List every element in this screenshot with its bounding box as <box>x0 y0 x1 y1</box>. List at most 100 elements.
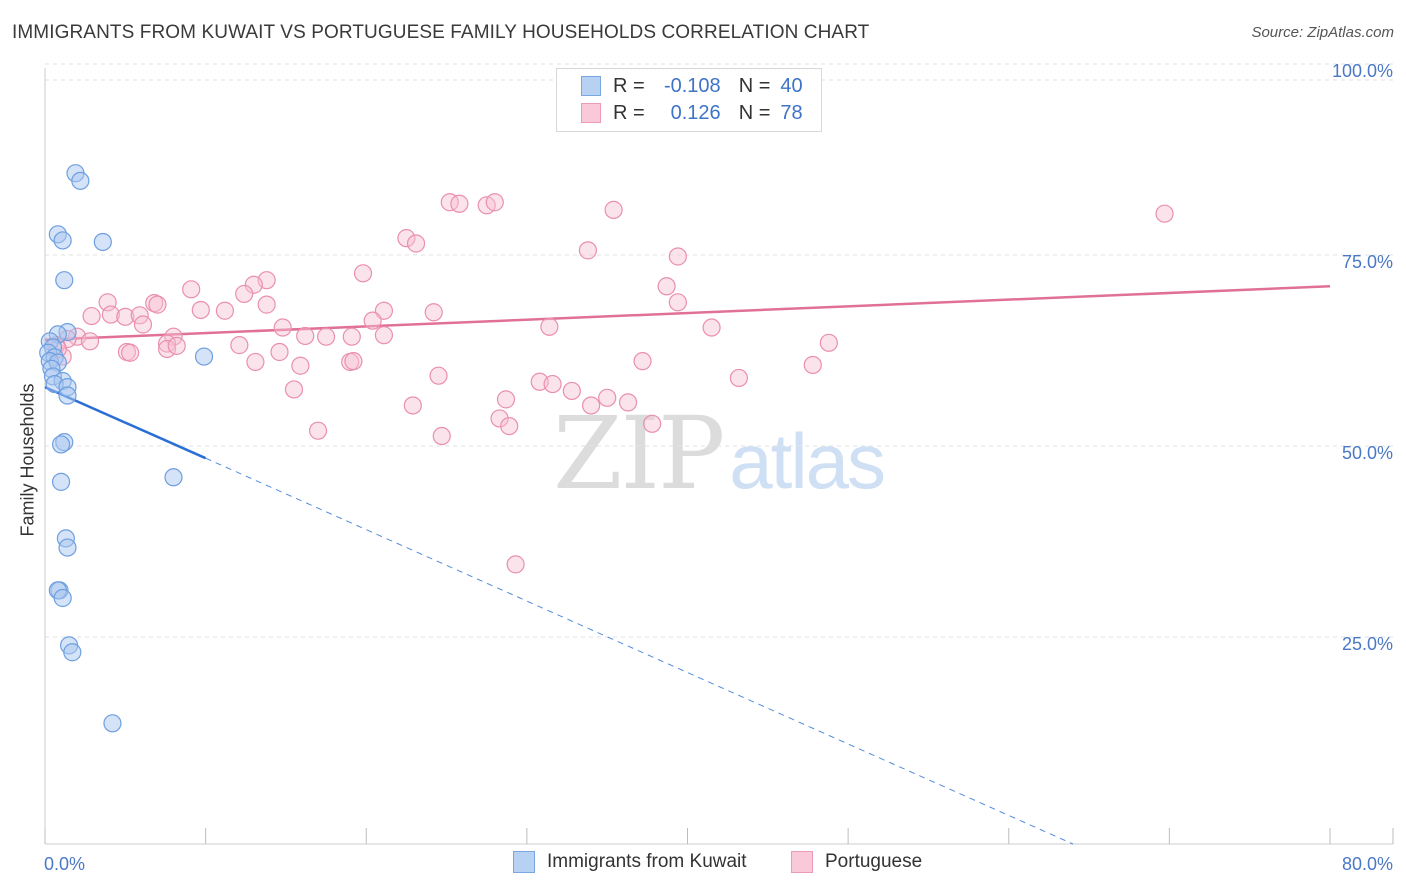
portuguese-point <box>729 368 749 388</box>
bottom-swatch-kuwait <box>513 851 535 873</box>
legend-r-value-kuwait: -0.108 <box>663 74 721 97</box>
portuguese-point <box>540 317 559 336</box>
portuguese-point <box>316 327 336 346</box>
portuguese-point <box>291 356 310 375</box>
legend-swatch-portuguese <box>581 103 601 123</box>
portuguese-point <box>374 326 394 345</box>
watermark-zip: ZIP <box>553 395 725 512</box>
portuguese-point <box>582 396 601 415</box>
bottom-legend-label-portuguese: Portuguese <box>825 851 923 872</box>
portuguese-point <box>618 393 638 412</box>
portuguese-point <box>496 390 516 409</box>
portuguese-point <box>490 409 509 428</box>
kuwait-point <box>53 231 72 250</box>
portuguese-point <box>296 326 315 346</box>
portuguese-point <box>633 352 652 371</box>
portuguese-point <box>668 293 687 312</box>
legend-row-portuguese: R = 0.126 N = 78 <box>581 101 803 125</box>
portuguese-point <box>80 332 100 351</box>
portuguese-point <box>506 555 525 574</box>
portuguese-point <box>500 416 519 436</box>
portuguese-point <box>284 380 304 399</box>
portuguese-point <box>257 295 276 314</box>
portuguese-point <box>643 414 662 433</box>
legend-n-value-kuwait: 40 <box>780 74 803 97</box>
portuguese-point <box>432 426 451 446</box>
portuguese-points <box>47 70 1174 574</box>
portuguese-point <box>101 305 120 324</box>
legend-r-label: R = <box>613 101 645 124</box>
portuguese-point <box>215 301 234 320</box>
kuwait-point <box>71 171 90 190</box>
kuwait-point <box>63 643 82 662</box>
portuguese-point <box>578 241 598 260</box>
legend-n-value-portuguese: 78 <box>780 101 803 124</box>
chart-title: IMMIGRANTS FROM KUWAIT VS PORTUGUESE FAM… <box>12 22 870 43</box>
portuguese-point <box>191 300 210 320</box>
portuguese-point <box>429 366 448 385</box>
legend-n-label: N = <box>738 101 771 124</box>
kuwait-point <box>58 538 77 557</box>
portuguese-point <box>244 275 263 294</box>
axes <box>44 68 1394 845</box>
portuguese-point <box>819 333 838 352</box>
portuguese-point <box>668 247 687 266</box>
portuguese-point <box>353 264 373 283</box>
x-tick-label-0: 0.0% <box>44 854 85 874</box>
portuguese-point <box>167 336 186 355</box>
legend-swatch-kuwait <box>581 76 601 96</box>
kuwait-point <box>51 435 71 454</box>
portuguese-point <box>148 295 167 314</box>
bottom-legend-kuwait[interactable]: Immigrants from Kuwait <box>513 851 747 873</box>
tick-labels: 25.0% 50.0% 75.0% 100.0% 0.0% 80.0% <box>44 61 1393 874</box>
legend-row-kuwait: R = -0.108 N = 40 <box>581 74 803 98</box>
kuwait-point <box>58 386 77 405</box>
kuwait-point <box>194 347 214 366</box>
portuguese-point <box>270 342 289 362</box>
bottom-swatch-portuguese <box>791 851 813 873</box>
bottom-legend-label-kuwait: Immigrants from Kuwait <box>547 851 747 872</box>
correlation-legend: R = -0.108 N = 40 R = 0.126 N = 78 <box>556 68 822 132</box>
kuwait-point <box>164 468 183 487</box>
portuguese-point <box>397 229 416 248</box>
portuguese-point <box>440 193 459 212</box>
kuwait-trend-extrapolation <box>205 457 1074 845</box>
portuguese-point <box>406 234 426 253</box>
portuguese-point <box>116 307 135 326</box>
kuwait-points <box>39 164 214 733</box>
portuguese-point <box>363 311 382 330</box>
kuwait-point <box>51 472 71 491</box>
bottom-legend-portuguese[interactable]: Portuguese <box>791 851 922 873</box>
portuguese-point <box>424 303 443 322</box>
y-tick-label-50: 50.0% <box>1342 443 1393 463</box>
source-label: Source: ZipAtlas.com <box>1251 24 1394 41</box>
portuguese-point <box>543 374 562 394</box>
portuguese-point <box>230 336 249 355</box>
portuguese-point <box>604 200 623 219</box>
grid-lines <box>45 63 1393 638</box>
kuwait-point <box>55 271 74 290</box>
legend-n-label: N = <box>738 74 771 97</box>
portuguese-point <box>273 318 292 337</box>
portuguese-point <box>308 421 328 440</box>
portuguese-point <box>133 315 153 334</box>
portuguese-point <box>702 318 721 337</box>
portuguese-trend-line <box>44 285 1331 342</box>
portuguese-point <box>403 396 422 415</box>
portuguese-point <box>450 194 469 213</box>
watermark: ZIPatlas <box>553 395 886 512</box>
portuguese-point <box>246 352 265 372</box>
portuguese-point <box>235 284 254 304</box>
kuwait-point <box>93 232 112 252</box>
kuwait-point <box>103 714 122 733</box>
portuguese-point <box>1155 204 1174 223</box>
watermark-atlas: atlas <box>729 417 886 505</box>
kuwait-trend <box>44 385 1074 845</box>
portuguese-point <box>182 280 201 299</box>
portuguese-trend <box>44 285 1331 342</box>
legend-r-label: R = <box>613 74 645 97</box>
y-tick-label-25: 25.0% <box>1342 634 1393 654</box>
portuguese-point <box>657 277 676 296</box>
portuguese-point <box>121 343 140 362</box>
